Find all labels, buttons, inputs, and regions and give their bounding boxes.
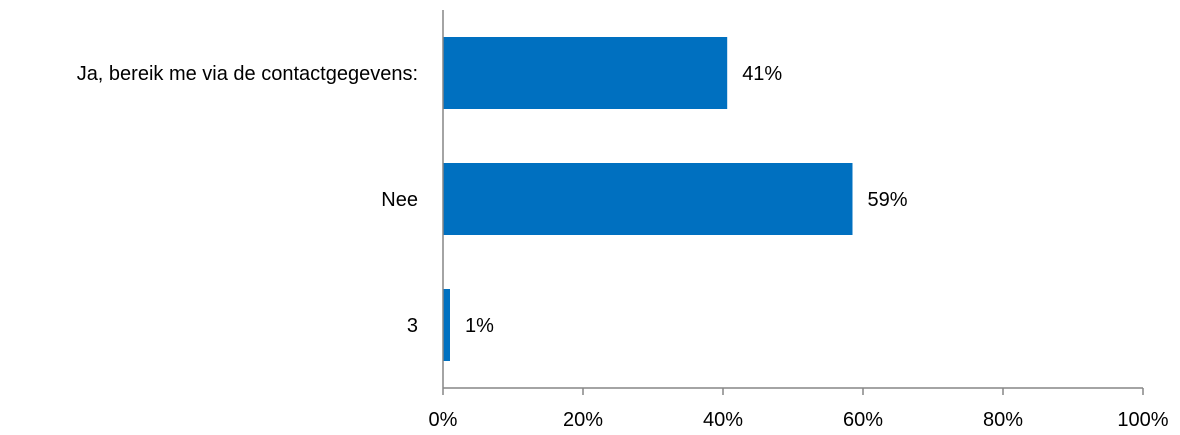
bar-2: [443, 289, 450, 361]
data-label-0: 41%: [742, 63, 782, 85]
bar-1: [443, 163, 853, 235]
category-label-1: Nee: [381, 189, 418, 211]
x-tick-label-4: 80%: [983, 409, 1023, 431]
category-label-0: Ja, bereik me via de contactgegevens:: [77, 63, 418, 85]
x-tick-label-5: 100%: [1117, 409, 1168, 431]
x-tick-label-2: 40%: [703, 409, 743, 431]
tick-labels-group: 0% 20% 40% 60% 80% 100%: [429, 409, 1169, 431]
axes-group: [442, 10, 1144, 395]
category-label-2: 3: [407, 315, 418, 337]
data-label-2: 1%: [465, 315, 494, 337]
x-tick-label-1: 20%: [563, 409, 603, 431]
x-tick-label-0: 0%: [429, 409, 458, 431]
bars-group: [443, 37, 853, 361]
category-labels-group: Ja, bereik me via de contactgegevens: Nee…: [77, 63, 418, 337]
bar-0: [443, 37, 728, 109]
data-label-1: 59%: [868, 189, 908, 211]
data-labels-group: 41% 59% 1%: [465, 63, 908, 337]
x-tick-label-3: 60%: [843, 409, 883, 431]
